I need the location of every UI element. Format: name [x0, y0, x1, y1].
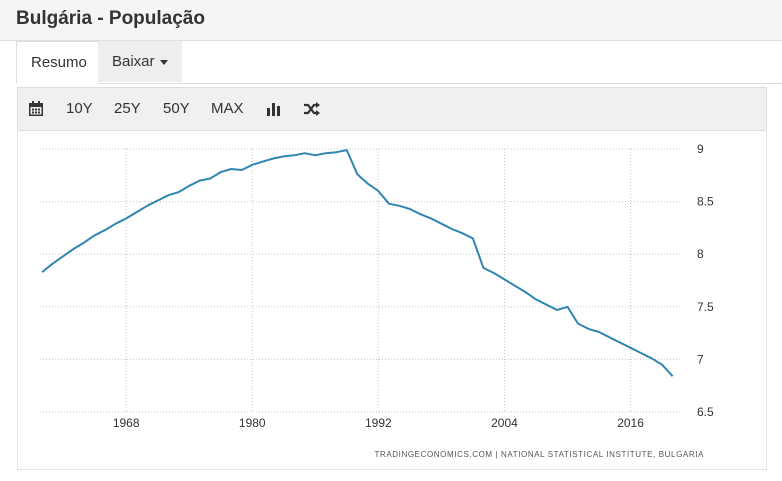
title-bar: Bulgária - População — [0, 0, 782, 41]
shuffle-icon-glyph — [304, 102, 320, 116]
y-axis-ticks: 6.5 7 7.5 8 8.5 9 — [697, 142, 714, 419]
shuffle-icon[interactable] — [303, 88, 321, 130]
x-tick-label: 2016 — [617, 416, 644, 430]
x-tick-label: 1992 — [365, 416, 392, 430]
calendar-icon[interactable] — [28, 88, 44, 130]
caret-down-icon — [159, 59, 168, 65]
y-tick-label: 9 — [697, 142, 704, 156]
tab-baixar[interactable]: Baixar — [98, 41, 182, 82]
range-max-button[interactable]: MAX — [211, 100, 244, 117]
bar-chart-icon[interactable] — [266, 88, 282, 130]
x-tick-label: 1968 — [113, 416, 140, 430]
bar-chart-icon-glyph — [267, 103, 280, 116]
x-axis-ticks: 1968 1980 1992 2004 2016 — [113, 416, 644, 430]
y-tick-label: 7 — [697, 352, 704, 366]
tab-bar: Resumo Baixar — [16, 41, 782, 84]
x-tick-label: 2004 — [491, 416, 518, 430]
y-tick-label: 8 — [697, 247, 704, 261]
chart-source: TRADINGECONOMICS.COM | NATIONAL STATISTI… — [374, 450, 704, 459]
range-25y-button[interactable]: 25Y — [114, 100, 141, 117]
y-tick-label: 8.5 — [697, 195, 714, 209]
chart-panel: 6.5 7 7.5 8 8.5 9 1968 1980 1992 2004 2016 TRADIN… — [17, 129, 767, 470]
y-tick-label: 6.5 — [697, 405, 714, 419]
x-tick-label: 1980 — [239, 416, 266, 430]
tab-resumo[interactable]: Resumo — [16, 41, 100, 84]
series-line — [41, 149, 674, 377]
y-tick-label: 7.5 — [697, 300, 714, 314]
range-50y-button[interactable]: 50Y — [163, 100, 190, 117]
tab-baixar-label: Baixar — [112, 53, 155, 70]
chart-toolbar: 10Y 25Y 50Y MAX — [17, 87, 767, 131]
grid-lines — [40, 148, 681, 413]
page-title: Bulgária - População — [16, 8, 205, 29]
population-line-chart: 6.5 7 7.5 8 8.5 9 1968 1980 1992 2004 2016 TRADIN… — [40, 142, 714, 459]
calendar-icon-glyph — [29, 101, 43, 116]
range-10y-button[interactable]: 10Y — [66, 100, 93, 117]
